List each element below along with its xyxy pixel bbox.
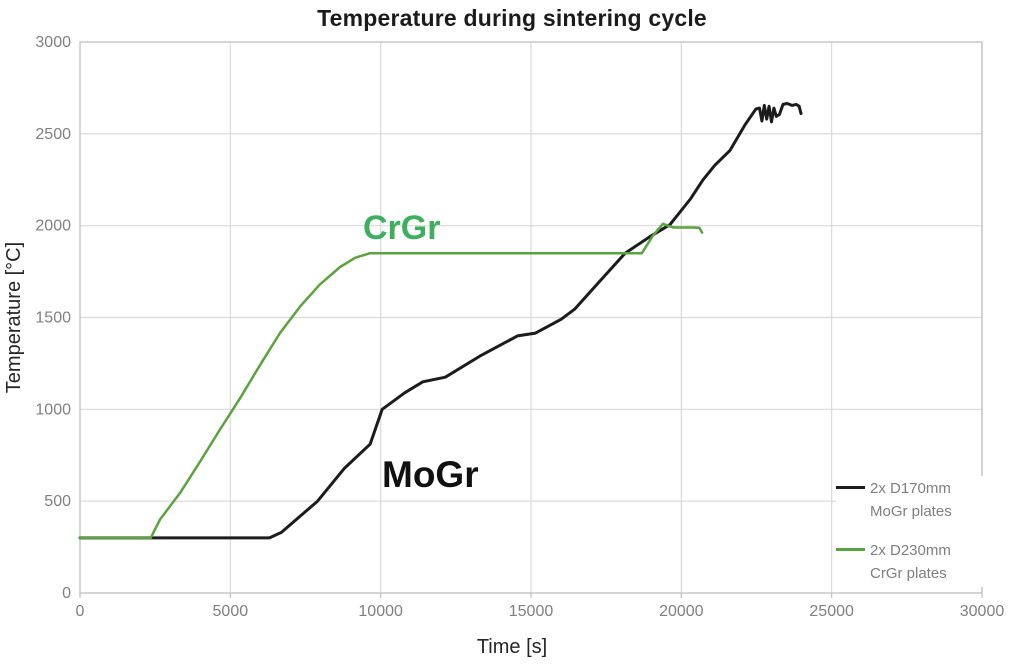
legend-item-crgr: 2x D230mm CrGr plates bbox=[836, 540, 984, 585]
y-tick-label-500: 500 bbox=[44, 493, 71, 510]
legend-item-mogr: 2x D170mm MoGr plates bbox=[836, 478, 984, 523]
x-axis-title: Time [s] bbox=[476, 636, 548, 658]
mogr-line-swatch bbox=[836, 486, 865, 489]
y-tick-label-2500: 2500 bbox=[35, 126, 71, 143]
y-tick-label-1500: 1500 bbox=[35, 310, 71, 327]
x-tick-label-20000: 20000 bbox=[659, 603, 704, 620]
mogr-line bbox=[78, 102, 803, 540]
legend: 2x D170mm MoGr plates 2x D230mm CrGr pla… bbox=[836, 476, 984, 587]
mogr-series-label: MoGr bbox=[382, 454, 479, 495]
x-tick-label-0: 0 bbox=[76, 603, 85, 620]
y-tick-label-2000: 2000 bbox=[35, 218, 71, 235]
crgr-line bbox=[78, 222, 704, 540]
x-tick-label-30000: 30000 bbox=[960, 603, 1005, 620]
y-tick-label-0: 0 bbox=[62, 585, 71, 602]
legend-label-mogr: 2x D170mm MoGr plates bbox=[870, 480, 952, 520]
x-tick-label-25000: 25000 bbox=[809, 603, 854, 620]
chart-title: Temperature during sintering cycle bbox=[317, 5, 707, 31]
crgr-series-label: CrGr bbox=[363, 209, 441, 247]
x-tick-label-5000: 5000 bbox=[213, 603, 249, 620]
legend-label-crgr: 2x D230mm CrGr plates bbox=[870, 542, 951, 582]
y-axis-title: Temperature [°C] bbox=[3, 241, 25, 394]
y-tick-label-1000: 1000 bbox=[35, 401, 71, 418]
y-tick-label-3000: 3000 bbox=[35, 34, 71, 51]
crgr-line-swatch bbox=[836, 548, 865, 551]
x-tick-label-15000: 15000 bbox=[509, 603, 554, 620]
x-tick-label-10000: 10000 bbox=[358, 603, 403, 620]
